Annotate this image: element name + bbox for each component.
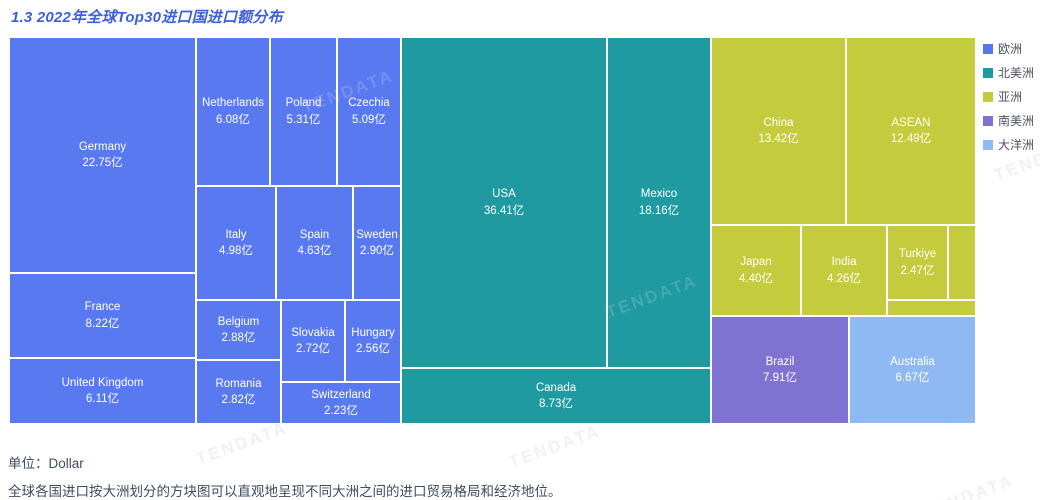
treemap-cell-brazil[interactable]: Brazil 7.91亿	[712, 317, 848, 423]
cell-value-label: 2.88亿	[221, 332, 256, 344]
legend: 欧洲北美洲亚洲南美洲大洋洲	[983, 40, 1034, 153]
legend-swatch-icon	[983, 91, 993, 102]
legend-swatch-icon	[983, 139, 993, 150]
treemap-cell-mexico[interactable]: Mexico 18.16亿	[608, 38, 710, 367]
cell-value-label: 2.72亿	[296, 343, 330, 355]
legend-label: 南美洲	[998, 114, 1035, 128]
treemap-cell-romania[interactable]: Romania 2.82亿	[197, 361, 280, 423]
cell-value-label: 2.23亿	[324, 405, 358, 417]
cell-country-label: USA	[492, 188, 516, 201]
cell-country-label: Germany	[78, 140, 127, 153]
cell-value-label: 36.41亿	[483, 204, 525, 217]
cell-country-label: Japan	[740, 256, 772, 269]
treemap-cell-slovakia[interactable]: Slovakia 2.72亿	[282, 301, 344, 381]
cell-value-label: 4.40亿	[739, 272, 773, 285]
cell-value-label: 22.75亿	[82, 157, 123, 169]
cell-value-label: 18.16亿	[638, 204, 680, 217]
cell-country-label: Turkiye	[898, 248, 937, 261]
legend-item-大洋洲[interactable]: 大洋洲	[983, 136, 1034, 153]
cell-value-label: 2.82亿	[221, 394, 256, 406]
cell-value-label: 4.63亿	[297, 245, 332, 257]
cell-country-label: Brazil	[765, 355, 795, 368]
treemap-cell-belgium[interactable]: Belgium 2.88亿	[197, 301, 280, 359]
cell-country-label: Slovakia	[291, 326, 335, 339]
cell-value-label: 6.11亿	[85, 393, 120, 405]
cell-country-label: United Kingdom	[61, 376, 144, 389]
legend-label: 大洋洲	[998, 138, 1035, 152]
cell-value-label: 12.49亿	[890, 133, 932, 145]
legend-item-欧洲[interactable]: 欧洲	[983, 40, 1034, 57]
cell-value-label: 8.22亿	[85, 317, 120, 330]
cell-value-label: 8.73亿	[539, 398, 573, 410]
cell-country-label: France	[84, 301, 121, 314]
treemap-cell-unlabeled-23[interactable]	[888, 301, 975, 315]
cell-value-label: 6.67亿	[895, 372, 930, 384]
cell-country-label: Belgium	[217, 315, 260, 328]
cell-country-label: Switzerland	[311, 388, 371, 401]
legend-swatch-icon	[983, 67, 993, 78]
cell-value-label: 4.26亿	[827, 272, 861, 285]
treemap-cell-czechia[interactable]: Czechia 5.09亿	[338, 38, 400, 185]
footer: 单位：Dollar 全球各国进口按大洲划分的方块图可以直观地呈现不同大洲之间的进…	[8, 452, 562, 500]
treemap-cell-united-kingdom[interactable]: United Kingdom 6.11亿	[10, 359, 195, 423]
cell-value-label: 5.09亿	[352, 113, 386, 126]
treemap-cell-spain[interactable]: Spain 4.63亿	[277, 187, 352, 299]
cell-country-label: Canada	[535, 381, 577, 394]
cell-value-label: 2.90亿	[360, 245, 394, 257]
cell-country-label: Australia	[890, 355, 935, 368]
cell-value-label: 2.47亿	[900, 264, 935, 277]
cell-value-label: 4.98亿	[219, 245, 253, 257]
legend-swatch-icon	[983, 115, 993, 126]
cell-value-label: 6.08亿	[216, 113, 250, 126]
cell-value-label: 2.56亿	[356, 343, 390, 355]
treemap-cell-sweden[interactable]: Sweden 2.90亿	[354, 187, 400, 299]
cell-value-label: 5.31亿	[286, 113, 321, 126]
treemap-cell-netherlands[interactable]: Netherlands 6.08亿	[197, 38, 269, 185]
treemap-cell-germany[interactable]: Germany 22.75亿	[10, 38, 195, 272]
treemap-cell-asean[interactable]: ASEAN 12.49亿	[847, 38, 975, 224]
treemap-cell-hungary[interactable]: Hungary 2.56亿	[346, 301, 400, 381]
cell-country-label: Italy	[225, 228, 247, 241]
legend-item-南美洲[interactable]: 南美洲	[983, 112, 1034, 129]
legend-swatch-icon	[983, 43, 993, 54]
cell-value-label: 13.42亿	[758, 133, 799, 145]
treemap-cell-australia[interactable]: Australia 6.67亿	[850, 317, 975, 423]
treemap-cell-usa[interactable]: USA 36.41亿	[402, 38, 606, 367]
cell-country-label: India	[831, 256, 857, 269]
cell-country-label: China	[763, 116, 794, 129]
treemap-cell-india[interactable]: India 4.26亿	[802, 226, 886, 315]
chart-title: 1.3 2022年全球Top30进口国进口额分布	[11, 9, 283, 26]
treemap-cell-japan[interactable]: Japan 4.40亿	[712, 226, 800, 315]
legend-item-亚洲[interactable]: 亚洲	[983, 88, 1034, 105]
cell-country-label: Netherlands	[201, 97, 264, 110]
cell-country-label: Czechia	[348, 97, 390, 110]
treemap-cell-unlabeled-22[interactable]	[949, 226, 975, 299]
cell-country-label: Spain	[299, 228, 330, 241]
cell-country-label: Mexico	[640, 188, 678, 201]
treemap-cell-china[interactable]: China 13.42亿	[712, 38, 845, 224]
cell-country-label: Sweden	[356, 228, 398, 241]
treemap-cell-poland[interactable]: Poland 5.31亿	[271, 38, 336, 185]
unit-label: 单位：Dollar	[8, 456, 84, 471]
treemap-cell-switzerland[interactable]: Switzerland 2.23亿	[282, 383, 400, 423]
treemap-cell-turkiye[interactable]: Turkiye 2.47亿	[888, 226, 947, 299]
treemap-cell-canada[interactable]: Canada 8.73亿	[402, 369, 710, 423]
chart-description: 全球各国进口按大洲划分的方块图可以直观地呈现不同大洲之间的进口贸易格局和经济地位…	[8, 484, 562, 499]
legend-label: 欧洲	[998, 42, 1023, 56]
cell-country-label: Poland	[285, 97, 322, 110]
legend-item-北美洲[interactable]: 北美洲	[983, 64, 1034, 81]
cell-country-label: Hungary	[351, 326, 395, 339]
treemap-cell-italy[interactable]: Italy 4.98亿	[197, 187, 275, 299]
cell-value-label: 7.91亿	[763, 372, 797, 384]
cell-country-label: Romania	[215, 377, 262, 390]
cell-country-label: ASEAN	[891, 116, 931, 129]
treemap-cell-france[interactable]: France 8.22亿	[10, 274, 195, 357]
legend-label: 北美洲	[998, 66, 1035, 80]
legend-label: 亚洲	[998, 90, 1023, 104]
